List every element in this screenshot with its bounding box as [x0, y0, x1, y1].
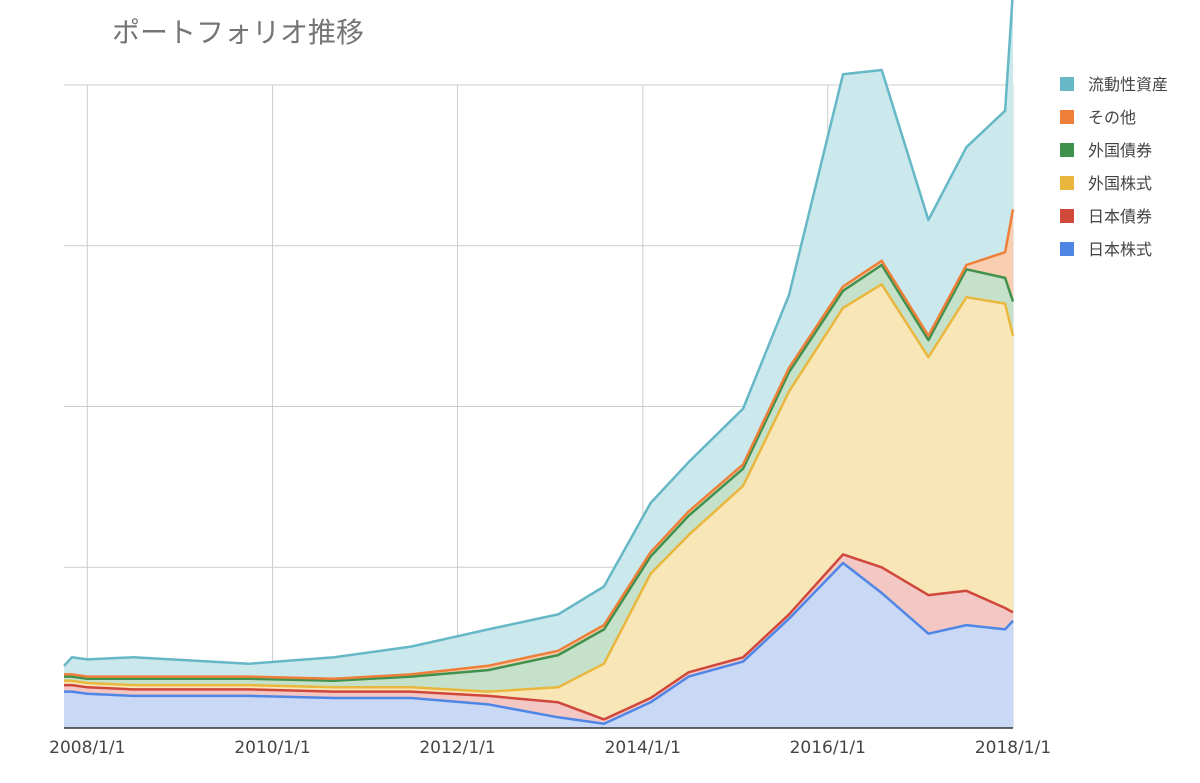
legend-swatch [1060, 143, 1074, 157]
x-tick-label: 2010/1/1 [234, 738, 310, 758]
legend-label: 流動性資産 [1088, 75, 1168, 94]
legend-swatch [1060, 110, 1074, 124]
series-lines [63, 0, 1015, 725]
legend-label: 外国株式 [1088, 174, 1152, 193]
series-areas [64, 0, 1013, 728]
legend-label: 日本債券 [1088, 207, 1152, 226]
series-1-line [64, 553, 1014, 721]
series-4-line [64, 209, 1015, 680]
legend-swatch [1060, 176, 1074, 190]
series-3-line [64, 263, 1015, 683]
legend-swatch [1060, 209, 1074, 223]
x-tick-label: 2008/1/1 [49, 738, 125, 758]
x-tick-label: 2014/1/1 [605, 738, 681, 758]
legend-label: その他 [1088, 108, 1136, 127]
series-0-line [64, 561, 1014, 725]
legend-label: 外国債券 [1088, 141, 1152, 160]
x-tick-label: 2016/1/1 [790, 738, 866, 758]
legend-label: 日本株式 [1088, 240, 1152, 259]
x-tick-label: 2018/1/1 [975, 738, 1051, 758]
series-0-area [64, 563, 1013, 728]
x-tick-labels: 2008/1/1 2010/1/1 2012/1/1 2014/1/1 2016/1/1… [49, 738, 1051, 758]
legend-swatch [1060, 242, 1074, 256]
series-2-line [64, 283, 1015, 693]
chart-title: ポートフォリオ推移 [112, 16, 364, 49]
legend-swatch [1060, 77, 1074, 91]
series-5-line [63, 0, 1014, 667]
x-tick-label: 2012/1/1 [419, 738, 495, 758]
series-2-area [64, 284, 1013, 720]
